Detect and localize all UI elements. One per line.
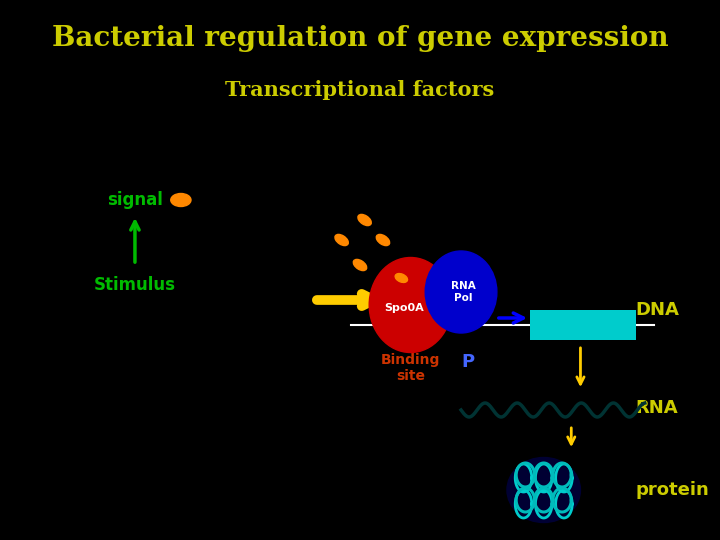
Text: RNA: RNA [636,399,678,417]
Ellipse shape [358,214,372,226]
Ellipse shape [426,251,497,333]
Text: P: P [462,353,475,371]
Text: Bacterial regulation of gene expression: Bacterial regulation of gene expression [52,24,668,51]
Ellipse shape [369,258,452,353]
Ellipse shape [354,259,366,271]
Ellipse shape [171,193,191,206]
Text: RNA
Pol: RNA Pol [451,281,475,303]
Ellipse shape [377,234,390,246]
Text: Spo0A: Spo0A [384,303,424,313]
Text: Binding
site: Binding site [381,353,440,383]
Text: Stimulus: Stimulus [94,276,176,294]
Text: signal: signal [107,191,163,209]
Ellipse shape [395,274,408,282]
Text: Transcriptional factors: Transcriptional factors [225,80,495,100]
Text: DNA: DNA [636,301,680,319]
Ellipse shape [335,234,348,246]
Ellipse shape [507,457,580,523]
Text: protein: protein [636,481,709,499]
Bar [530,310,636,340]
